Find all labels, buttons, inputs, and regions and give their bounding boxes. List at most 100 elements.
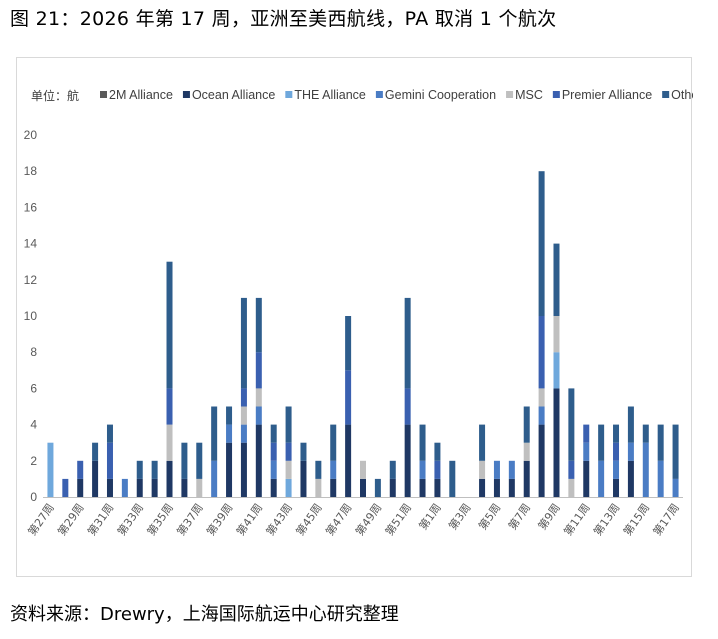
bar-segment [62, 478, 69, 497]
bar-segment [77, 460, 84, 479]
bar-segment [226, 424, 233, 443]
y-tick-label: 8 [30, 345, 37, 359]
bar-segment [92, 442, 99, 461]
stacked-bar-chart: 单位：航 2M Alliance Ocean Alliance THE Allianc… [24, 88, 693, 539]
x-tick-label: 第39周 [203, 501, 235, 539]
bar-segment [181, 442, 188, 479]
bar-segment [657, 424, 664, 461]
bar-segment [583, 442, 590, 461]
bar-segment [627, 406, 634, 443]
bar-segment [568, 478, 575, 497]
bar-segment [613, 442, 620, 461]
bar-segment [553, 316, 560, 353]
bar-segment [226, 406, 233, 425]
bar-segment [523, 460, 530, 497]
bar-segment [270, 478, 277, 497]
legend-label: 2M Alliance [109, 88, 173, 102]
y-tick-label: 2 [30, 454, 37, 468]
x-tick-label: 第41周 [233, 501, 265, 539]
legend-label: Premier Alliance [562, 88, 652, 102]
bar-segment [642, 442, 649, 497]
bar-segment [627, 442, 634, 461]
legend-swatch [375, 91, 383, 98]
bar-segment [315, 460, 322, 479]
legend-label: Ocean Alliance [192, 88, 275, 102]
bar-segment [568, 460, 575, 479]
unit-label: 单位：航 [31, 88, 79, 103]
y-tick-label: 6 [30, 381, 37, 395]
x-tick-label: 第29周 [55, 501, 87, 539]
bar-segment [360, 478, 366, 497]
x-tick-label: 第31周 [84, 501, 116, 539]
y-tick-label: 20 [24, 128, 38, 142]
bar-segment [255, 406, 262, 425]
legend-label: Gemini Cooperation [385, 88, 496, 102]
bar-segment [136, 478, 143, 497]
bar-segment [538, 388, 545, 407]
bar-segment [404, 424, 411, 497]
x-axis: 第27周第29周第31周第33周第35周第37周第39周第41周第43周第45周… [25, 497, 683, 539]
bar-segment [613, 460, 620, 479]
bar-segment [181, 478, 188, 497]
x-tick-label: 第33周 [114, 501, 146, 539]
bar-segment [270, 424, 277, 443]
x-tick-label: 第51周 [382, 501, 414, 539]
legend: 单位：航 2M Alliance Ocean Alliance THE Allianc… [31, 88, 693, 103]
bar-segment [598, 424, 605, 461]
bar-segment [315, 478, 322, 497]
bar-segment [166, 424, 173, 461]
bar-segment [285, 406, 292, 443]
bar-segment [419, 478, 426, 497]
bar-segment [166, 388, 173, 425]
y-tick-label: 16 [24, 200, 38, 214]
bar-segment [211, 406, 218, 461]
bar-segment [106, 424, 113, 443]
y-tick-label: 10 [24, 309, 38, 323]
bar-segment [508, 478, 515, 497]
bar-segment [508, 460, 515, 479]
bar-segment [330, 424, 337, 461]
bar-segment [300, 460, 307, 497]
bar-segment [434, 478, 441, 497]
figure-title: 图 21：2026 年第 17 周，亚洲至美西航线，PA 取消 1 个航次 [10, 8, 557, 30]
bar-segment [226, 442, 233, 497]
bar-segment [538, 424, 545, 497]
bar-segment [255, 297, 262, 353]
bar-segment [434, 460, 441, 479]
bar-segment [255, 352, 262, 389]
bar-segment [389, 460, 396, 479]
x-tick-label: 第45周 [293, 501, 325, 539]
x-tick-label: 第27周 [25, 501, 57, 539]
bar-segment [568, 388, 575, 461]
y-tick-label: 12 [24, 273, 38, 287]
bar-segment [345, 316, 352, 371]
legend-label: Others [671, 88, 693, 102]
bar-segment [583, 460, 590, 497]
bar-segment [330, 478, 337, 497]
bar-segment [434, 442, 441, 461]
bars [47, 171, 679, 497]
x-tick-label: 第43周 [263, 501, 295, 539]
bar-segment [166, 261, 173, 389]
x-tick-label: 第17周 [650, 501, 682, 539]
bar-segment [240, 442, 247, 497]
bar-segment [240, 406, 247, 425]
bar-segment [613, 424, 620, 443]
legend-swatch [662, 91, 670, 98]
x-tick-label: 第1周 [416, 501, 444, 533]
bar-segment [136, 460, 143, 479]
x-tick-label: 第35周 [144, 501, 176, 539]
x-tick-label: 第15周 [620, 501, 652, 539]
legend-label: THE Alliance [294, 88, 366, 102]
bar-segment [553, 388, 560, 497]
x-tick-label: 第9周 [535, 501, 563, 533]
bar-segment [627, 460, 634, 497]
bar-segment [285, 460, 292, 479]
bar-segment [240, 297, 247, 389]
bar-segment [285, 478, 292, 497]
bar-segment [92, 460, 99, 497]
bar-segment [404, 297, 411, 389]
bar-segment [240, 388, 247, 407]
x-tick-label: 第11周 [561, 501, 593, 539]
bar-segment [642, 424, 649, 443]
